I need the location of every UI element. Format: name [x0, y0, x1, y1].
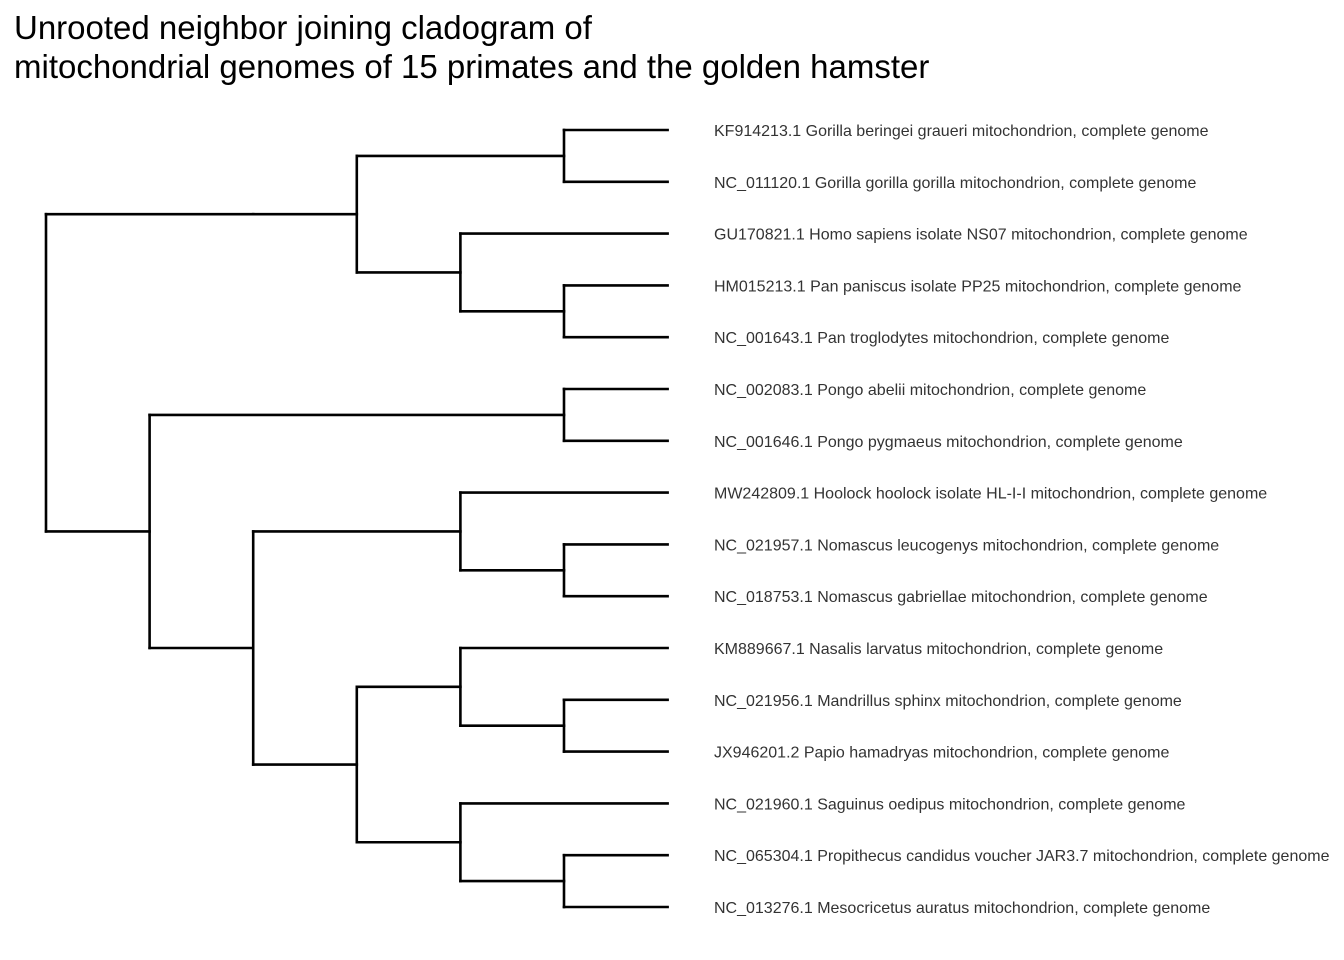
tip-label: NC_013276.1 Mesocricetus auratus mitocho…	[714, 900, 1210, 917]
tip-label: NC_021956.1 Mandrillus sphinx mitochondr…	[714, 693, 1182, 710]
tip-label: NC_002083.1 Pongo abelii mitochondrion, …	[714, 382, 1146, 399]
chart-title-line-2: mitochondrial genomes of 15 primates and…	[14, 48, 930, 85]
tip-label: NC_001646.1 Pongo pygmaeus mitochondrion…	[714, 434, 1183, 451]
tip-label: JX946201.2 Papio hamadryas mitochondrion…	[714, 745, 1169, 762]
chart-title: Unrooted neighbor joining cladogram of m…	[14, 8, 929, 86]
tip-label: MW242809.1 Hoolock hoolock isolate HL-I-…	[714, 486, 1267, 503]
tree-branches	[44, 128, 669, 909]
tip-labels: KF914213.1 Gorilla beringei graueri mito…	[714, 123, 1330, 917]
tip-label: HM015213.1 Pan paniscus isolate PP25 mit…	[714, 278, 1242, 295]
tip-label: NC_018753.1 Nomascus gabriellae mitochon…	[714, 589, 1208, 606]
chart-title-line-1: Unrooted neighbor joining cladogram of	[14, 9, 592, 46]
tip-label: NC_021960.1 Saguinus oedipus mitochondri…	[714, 796, 1186, 813]
tip-label: NC_021957.1 Nomascus leucogenys mitochon…	[714, 537, 1219, 554]
tip-label: NC_001643.1 Pan troglodytes mitochondrio…	[714, 330, 1169, 347]
tip-label: KM889667.1 Nasalis larvatus mitochondrio…	[714, 641, 1163, 658]
tip-label: GU170821.1 Homo sapiens isolate NS07 mit…	[714, 227, 1248, 244]
tip-label: NC_065304.1 Propithecus candidus voucher…	[714, 848, 1330, 865]
tip-label: KF914213.1 Gorilla beringei graueri mito…	[714, 123, 1209, 140]
tip-label: NC_011120.1 Gorilla gorilla gorilla mito…	[714, 175, 1196, 192]
